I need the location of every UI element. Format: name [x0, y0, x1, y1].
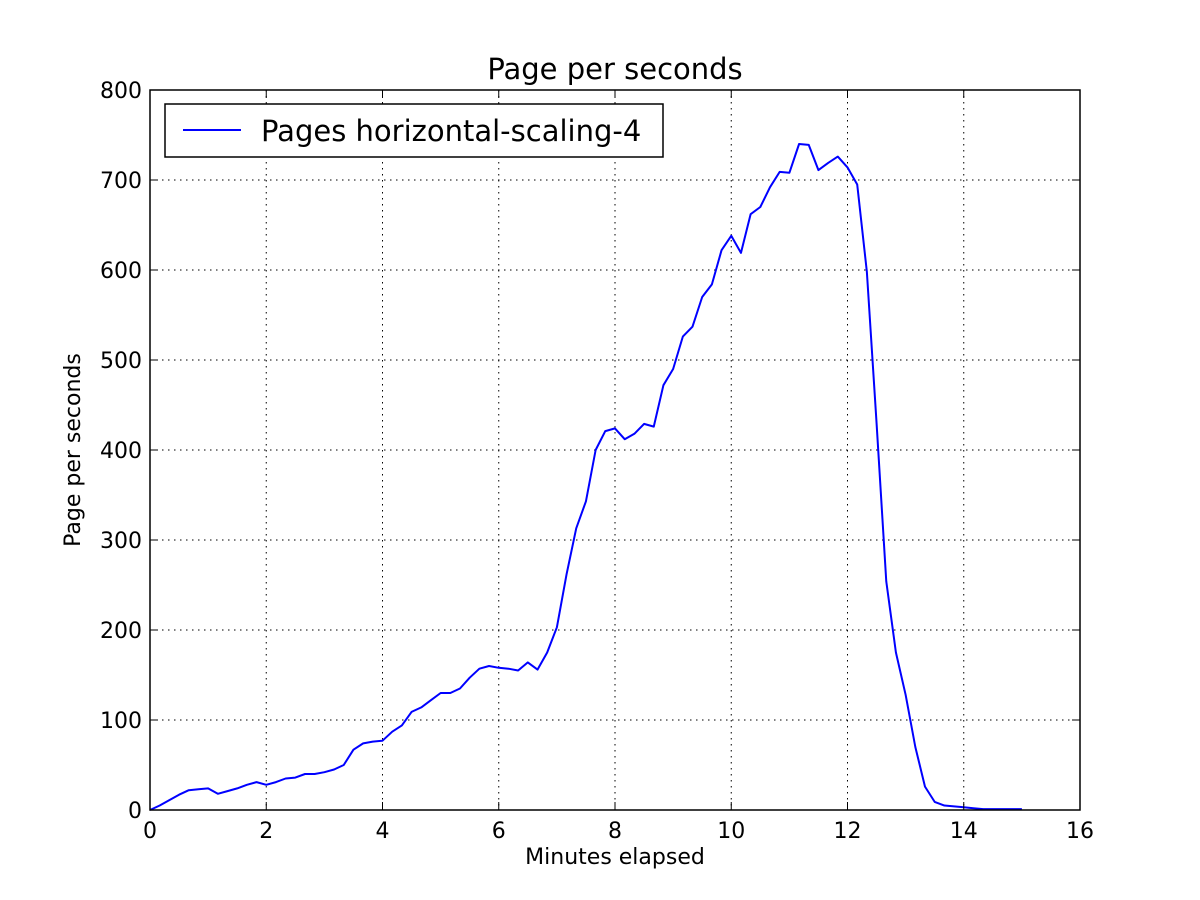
y-tick-label: 500	[100, 349, 142, 374]
chart-title: Page per seconds	[487, 52, 742, 86]
x-tick-label: 16	[1066, 819, 1094, 844]
legend: Pages horizontal-scaling-4	[164, 103, 664, 158]
x-axis-label: Minutes elapsed	[525, 845, 705, 870]
legend-box	[164, 103, 664, 158]
y-tick-label: 300	[100, 529, 142, 554]
series-line	[149, 143, 1022, 811]
y-axis-label: Page per seconds	[61, 353, 86, 547]
y-tick-label: 800	[100, 79, 142, 104]
grid	[150, 90, 1080, 810]
x-tick-label: 10	[717, 819, 745, 844]
y-tick-label: 0	[128, 799, 142, 824]
x-tick-label: 14	[950, 819, 978, 844]
x-tick-label: 12	[834, 819, 862, 844]
y-tick-label: 100	[100, 709, 142, 734]
x-tick-label: 8	[608, 819, 622, 844]
x-tick-label: 6	[492, 819, 506, 844]
x-tick-label: 0	[143, 819, 157, 844]
y-tick-label: 600	[100, 259, 142, 284]
legend-entry-label: Pages horizontal-scaling-4	[261, 114, 641, 148]
series-layer	[149, 143, 1022, 811]
x-tick-label: 4	[376, 819, 390, 844]
ticks	[149, 89, 1081, 811]
y-tick-label: 400	[100, 439, 142, 464]
tick-labels: 0 2 4 6 8 10 12 14 16 0 100 200 300 400 500 600 700 800	[100, 79, 1094, 844]
x-tick-label: 2	[259, 819, 273, 844]
y-tick-label: 200	[100, 619, 142, 644]
y-tick-label: 700	[100, 169, 142, 194]
